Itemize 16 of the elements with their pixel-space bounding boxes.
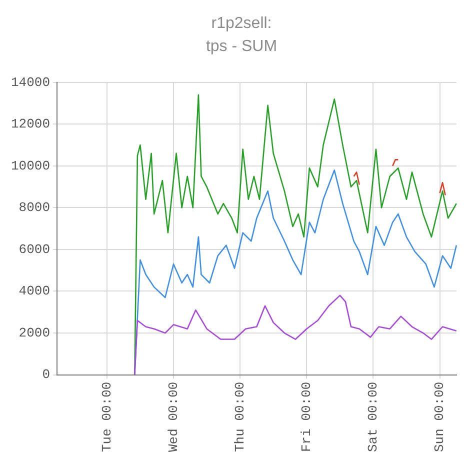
chart-subtitle: tps - SUM [206, 38, 278, 56]
y-tick-label: 8000 [18, 200, 50, 216]
x-tick-label: Sun 00:00 [432, 382, 448, 452]
x-tick-label: Wed 00:00 [166, 382, 181, 452]
chart-title: r1p2sell: [211, 15, 272, 32]
y-tick-label: 14000 [10, 74, 50, 90]
y-tick-label: 6000 [18, 242, 50, 257]
y-tick-label: 2000 [18, 325, 50, 340]
x-tick-label: Sat 00:00 [366, 382, 381, 452]
y-tick-label: 0 [42, 367, 50, 382]
y-tick-label: 10000 [10, 158, 50, 174]
y-tick-label: 4000 [18, 284, 50, 299]
y-tick-label: 12000 [10, 116, 50, 132]
x-tick-label: Thu 00:00 [232, 382, 248, 452]
x-tick-label: Tue 00:00 [99, 382, 114, 452]
x-tick-label: Fri 00:00 [299, 382, 314, 452]
